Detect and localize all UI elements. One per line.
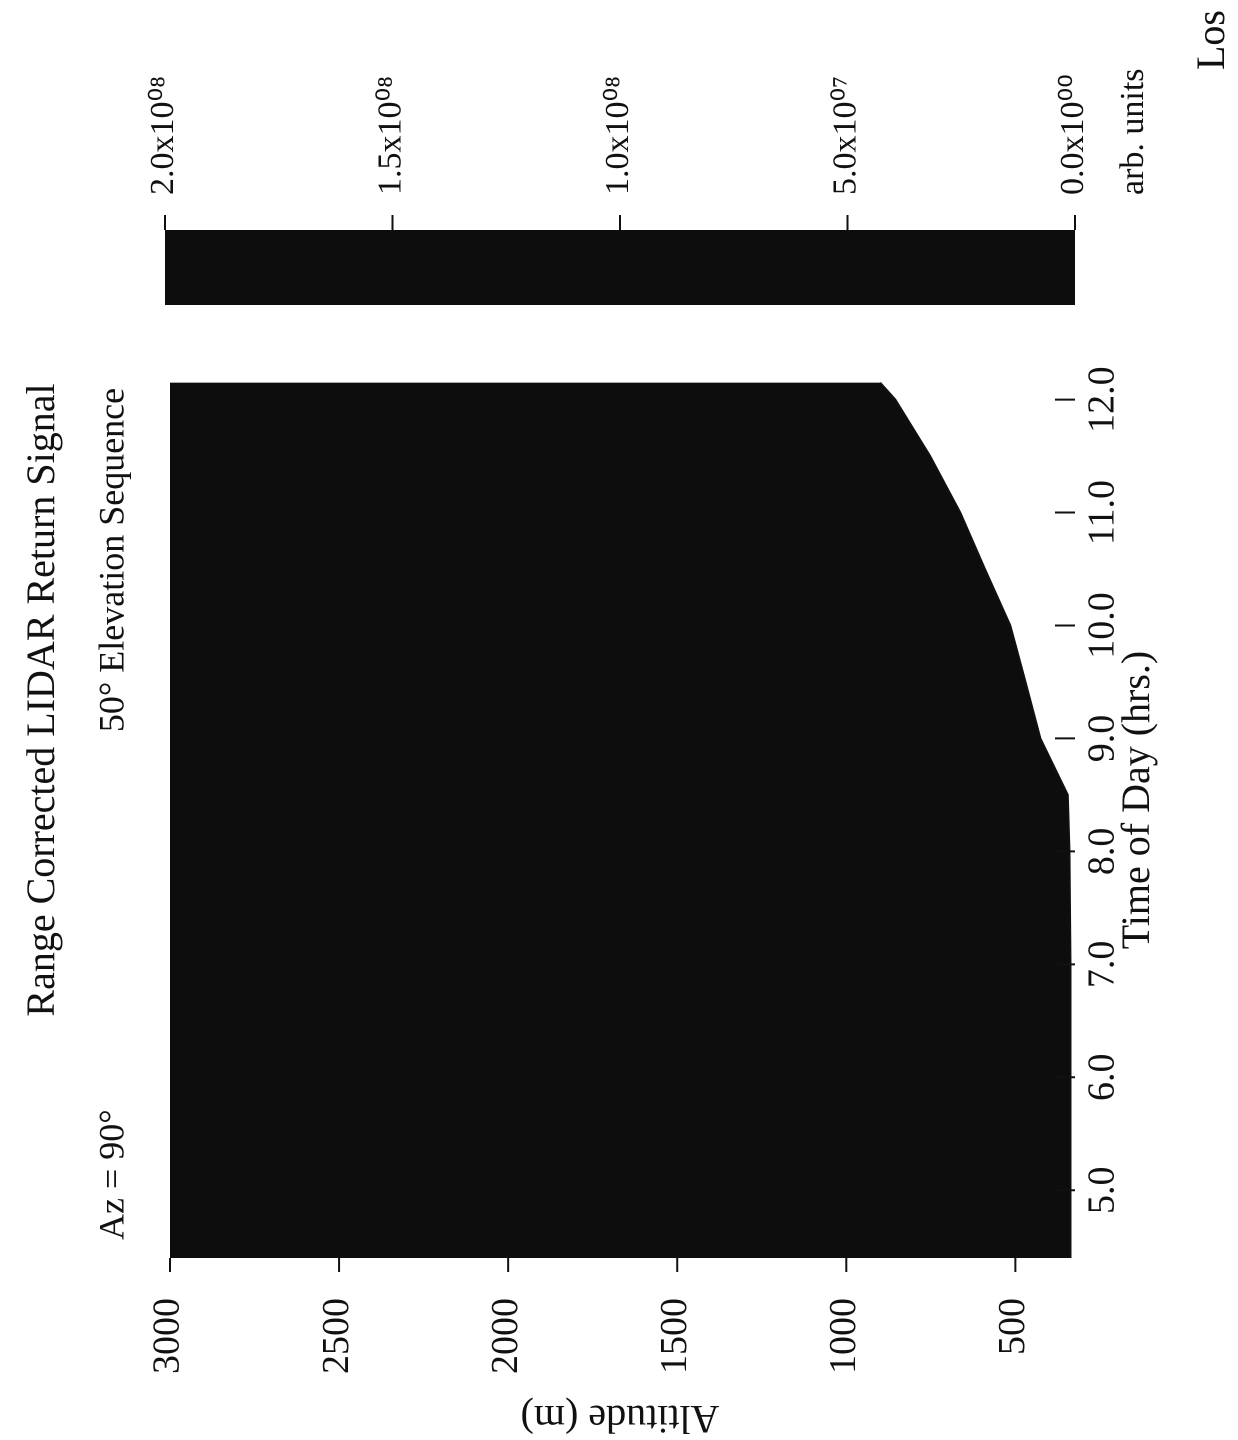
annotation: Az = 90°: [91, 1109, 131, 1240]
y-tick-label: 1000: [822, 1298, 864, 1374]
colorbar-tick-label: 5.0x10⁰⁷: [826, 76, 863, 195]
y-tick-label: 500: [991, 1298, 1033, 1355]
x-tick-label: 11.0: [1081, 480, 1123, 545]
colorbar-tick-label: 1.0x10⁰⁸: [599, 76, 636, 195]
x-tick-label: 7.0: [1081, 941, 1123, 989]
colorbar-tick-label: 2.0x10⁰⁸: [144, 76, 181, 195]
colorbar-tick-label: 1.5x10⁰⁸: [371, 76, 408, 195]
y-axis-title: Altitude (m): [521, 1397, 720, 1440]
footer-text: Los: [1188, 10, 1233, 70]
rotated-frame: Range Corrected LIDAR Return Signal 50° …: [18, 10, 1233, 1440]
colorbar-unit: arb. units: [1114, 68, 1151, 195]
colorbar-tick-label: 0.0x10⁰⁰: [1054, 74, 1091, 195]
x-tick-label: 6.0: [1081, 1054, 1123, 1102]
x-tick-label: 10.0: [1081, 592, 1123, 659]
y-tick-label: 2000: [484, 1298, 526, 1374]
x-tick-label: 12.0: [1081, 366, 1123, 433]
boundary-line: [879, 381, 1072, 1258]
y-tick-label: 2500: [315, 1298, 357, 1374]
chart-subtitle: 50° Elevation Sequence: [91, 388, 131, 732]
x-tick-label: 5.0: [1081, 1166, 1123, 1214]
x-tick-label: 8.0: [1081, 828, 1123, 876]
y-tick-label: 3000: [146, 1298, 188, 1374]
chart-title: Range Corrected LIDAR Return Signal: [18, 383, 63, 1016]
x-tick-label: 9.0: [1081, 715, 1123, 763]
y-tick-label: 1500: [653, 1298, 695, 1374]
x-axis-title: Time of Day (hrs.): [1113, 651, 1158, 950]
colorbar: [164, 229, 1076, 306]
signal-region: [170, 382, 1071, 1258]
